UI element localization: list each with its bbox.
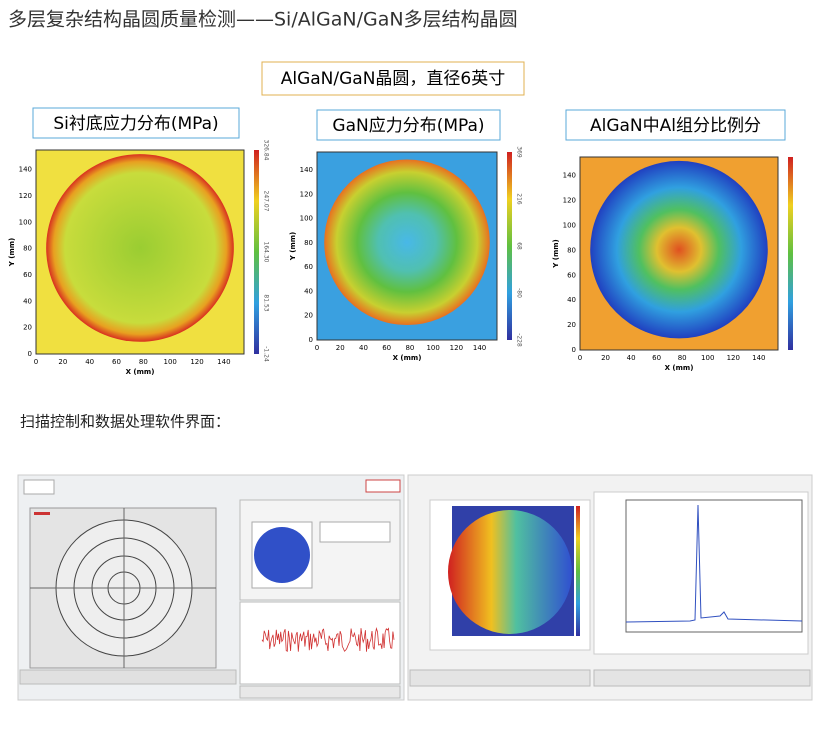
- colorbar-label: 164.30: [263, 242, 270, 263]
- y-tick-label: 80: [567, 246, 576, 254]
- x-tick-label: 60: [652, 354, 661, 362]
- x-axis-label: X (mm): [393, 354, 422, 362]
- colorbar: [254, 150, 259, 354]
- software-screenshot-right: [407, 474, 813, 701]
- y-tick-label: 0: [572, 346, 576, 354]
- x-tick-label: 100: [701, 354, 714, 362]
- x-tick-label: 40: [627, 354, 636, 362]
- x-tick-label: 40: [85, 358, 94, 366]
- map-title: AlGaN中Al组分比例分: [590, 116, 761, 136]
- x-tick-label: 120: [190, 358, 203, 366]
- colorbar-label: -228: [516, 333, 523, 347]
- wafer-map: [46, 154, 234, 342]
- colorbar-label: 247.07: [263, 191, 270, 212]
- x-tick-label: 40: [359, 344, 368, 352]
- y-tick-label: 140: [300, 166, 313, 174]
- y-tick-label: 40: [567, 296, 576, 304]
- x-tick-label: 20: [58, 358, 67, 366]
- y-tick-label: 120: [563, 197, 576, 205]
- subtitle: AlGaN/GaN晶圆，直径6英寸: [281, 69, 506, 89]
- y-tick-label: 40: [23, 297, 32, 305]
- x-tick-label: 120: [450, 344, 463, 352]
- y-axis-label: Y (mm): [289, 232, 297, 262]
- y-axis-label: Y (mm): [8, 238, 16, 268]
- x-tick-label: 80: [678, 354, 687, 362]
- colorbar: [788, 157, 793, 350]
- software-screenshot-left: [17, 474, 405, 701]
- y-tick-label: 100: [19, 218, 32, 226]
- y-axis-label: Y (mm): [552, 239, 560, 269]
- x-tick-label: 140: [217, 358, 230, 366]
- section-title: 扫描控制和数据处理软件界面：: [20, 413, 230, 431]
- y-tick-label: 20: [23, 324, 32, 332]
- x-tick-label: 80: [405, 344, 414, 352]
- colorbar-label: 369: [516, 146, 523, 158]
- y-tick-label: 140: [563, 172, 576, 180]
- x-tick-label: 60: [112, 358, 121, 366]
- colorbar: [507, 152, 512, 340]
- x-tick-label: 140: [473, 344, 486, 352]
- colorbar-label: 326.84: [263, 140, 270, 161]
- y-tick-label: 80: [304, 239, 313, 247]
- map-title: Si衬底应力分布(MPa): [53, 114, 218, 134]
- y-tick-label: 20: [567, 321, 576, 329]
- y-tick-label: 100: [563, 221, 576, 229]
- subtitle-box: [261, 61, 525, 96]
- map-title-box: [565, 109, 786, 141]
- wafer-map: [324, 159, 490, 326]
- y-tick-label: 0: [28, 350, 32, 358]
- y-tick-label: 40: [304, 287, 313, 295]
- map-title: GaN应力分布(MPa): [332, 116, 484, 136]
- colorbar-label: -80: [516, 288, 523, 298]
- noise-trace: [261, 627, 395, 653]
- y-tick-label: 60: [567, 271, 576, 279]
- x-axis-label: X (mm): [126, 368, 155, 376]
- x-tick-label: 20: [601, 354, 610, 362]
- y-tick-label: 80: [23, 245, 32, 253]
- y-tick-label: 60: [304, 263, 313, 271]
- y-tick-label: 0: [309, 336, 313, 344]
- y-tick-label: 60: [23, 271, 32, 279]
- y-tick-label: 20: [304, 312, 313, 320]
- colorbar-label: 68: [516, 242, 523, 250]
- x-axis-label: X (mm): [665, 364, 694, 372]
- x-tick-label: 120: [727, 354, 740, 362]
- map-title-box: [316, 109, 501, 141]
- x-tick-label: 80: [139, 358, 148, 366]
- y-tick-label: 120: [300, 190, 313, 198]
- y-tick-label: 140: [19, 166, 32, 174]
- x-tick-label: 0: [315, 344, 319, 352]
- colorbar-label: -1.24: [263, 346, 270, 362]
- x-tick-label: 100: [164, 358, 177, 366]
- wafer-map: [590, 160, 768, 339]
- colorbar-label: 81.53: [263, 294, 270, 311]
- y-tick-label: 100: [300, 215, 313, 223]
- map-title-box: [32, 107, 240, 139]
- colorbar-label: 216: [516, 193, 523, 205]
- y-tick-label: 120: [19, 192, 32, 200]
- x-tick-label: 0: [34, 358, 38, 366]
- x-tick-label: 0: [578, 354, 582, 362]
- x-tick-label: 140: [752, 354, 765, 362]
- page-title: 多层复杂结构晶圆质量检测——Si/AlGaN/GaN多层结构晶圆: [8, 9, 518, 31]
- x-tick-label: 20: [336, 344, 345, 352]
- x-tick-label: 100: [426, 344, 439, 352]
- x-tick-label: 60: [382, 344, 391, 352]
